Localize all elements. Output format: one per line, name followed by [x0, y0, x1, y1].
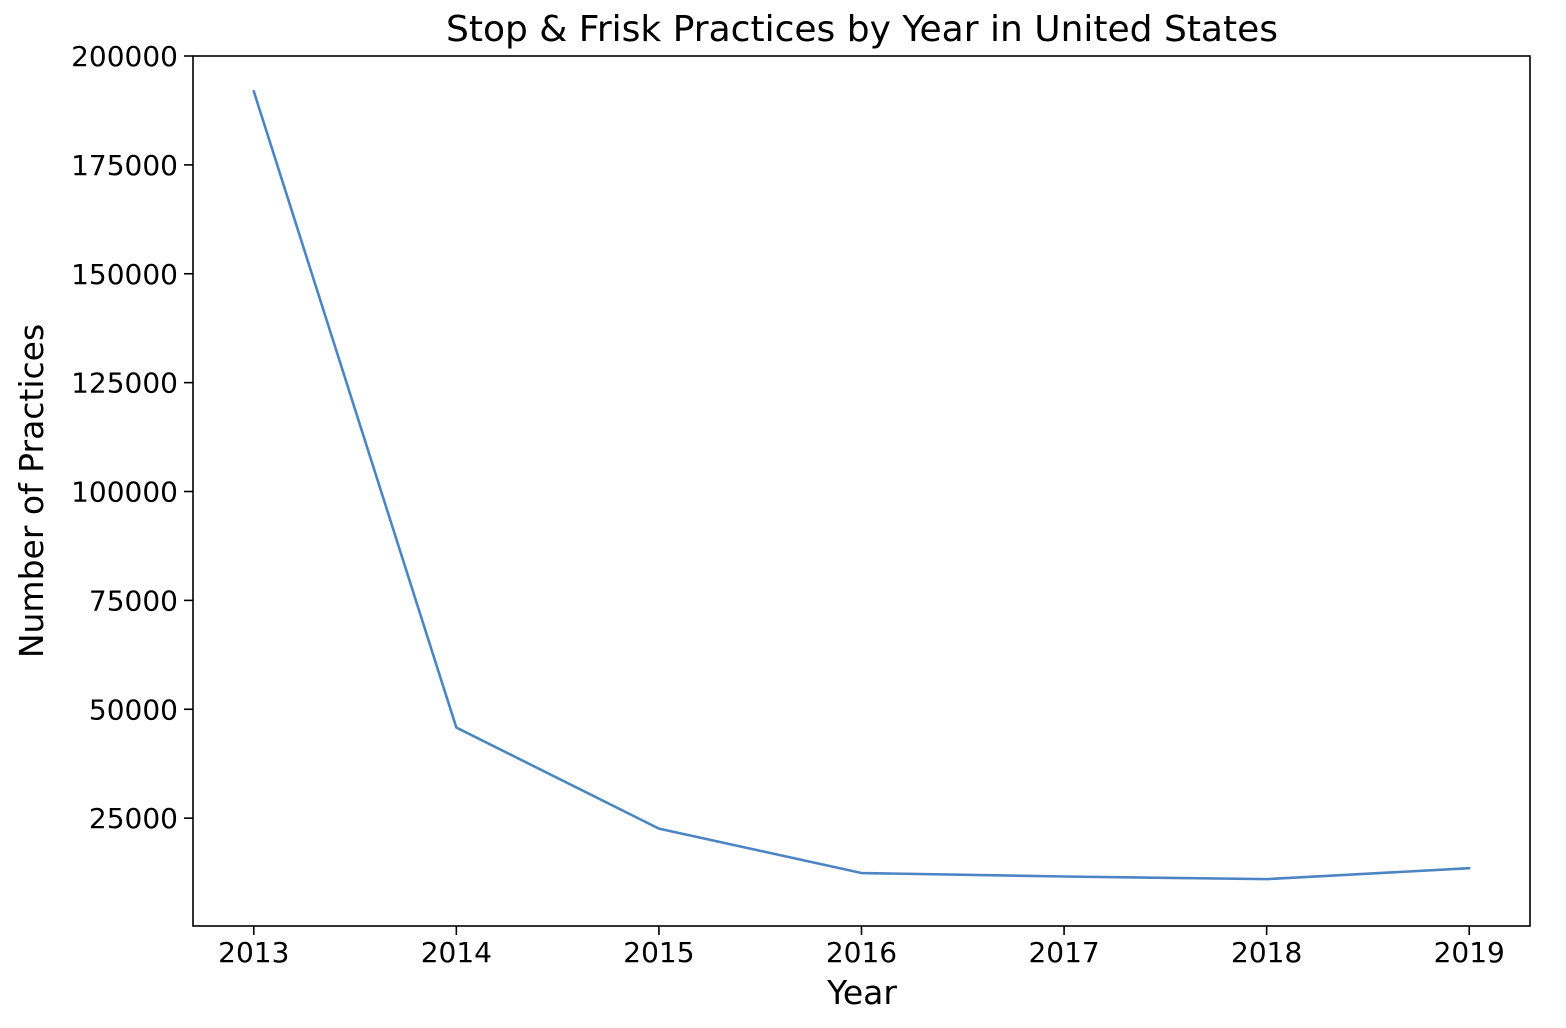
y-tick-label: 125000: [71, 367, 178, 400]
y-tick-label: 150000: [71, 258, 178, 291]
y-tick-label: 50000: [89, 693, 178, 726]
data-point-2015: [657, 827, 661, 831]
x-tick-label: 2015: [623, 936, 694, 969]
y-tick-label: 200000: [71, 40, 178, 73]
x-axis: 2013 2014 2015 2016 2017 2018 2019: [218, 926, 1505, 969]
chart-title: Stop & Frisk Practices by Year in United…: [446, 9, 1278, 50]
y-tick-label: 25000: [89, 802, 178, 835]
data-point-2019: [1467, 866, 1471, 870]
y-axis-label: Number of Practices: [12, 324, 51, 658]
x-tick-label: 2013: [218, 936, 289, 969]
y-axis: 25000 50000 75000 100000 125000 150000 175000 2…: [71, 40, 193, 835]
y-tick-label: 75000: [89, 584, 178, 617]
data-point-2017: [1062, 875, 1066, 879]
y-tick-label: 175000: [71, 149, 178, 182]
y-tick-label: 100000: [71, 476, 178, 509]
x-tick-label: 2018: [1231, 936, 1302, 969]
x-axis-label: Year: [826, 973, 897, 1012]
data-point-2013: [252, 89, 256, 93]
data-point-2016: [860, 871, 864, 875]
series-line: [252, 89, 1471, 881]
plot-area: [252, 89, 1471, 881]
x-tick-label: 2016: [826, 936, 897, 969]
data-point-2018: [1265, 877, 1269, 881]
x-tick-label: 2019: [1434, 936, 1505, 969]
data-point-2014: [454, 726, 458, 730]
x-tick-label: 2014: [421, 936, 492, 969]
x-tick-label: 2017: [1028, 936, 1099, 969]
